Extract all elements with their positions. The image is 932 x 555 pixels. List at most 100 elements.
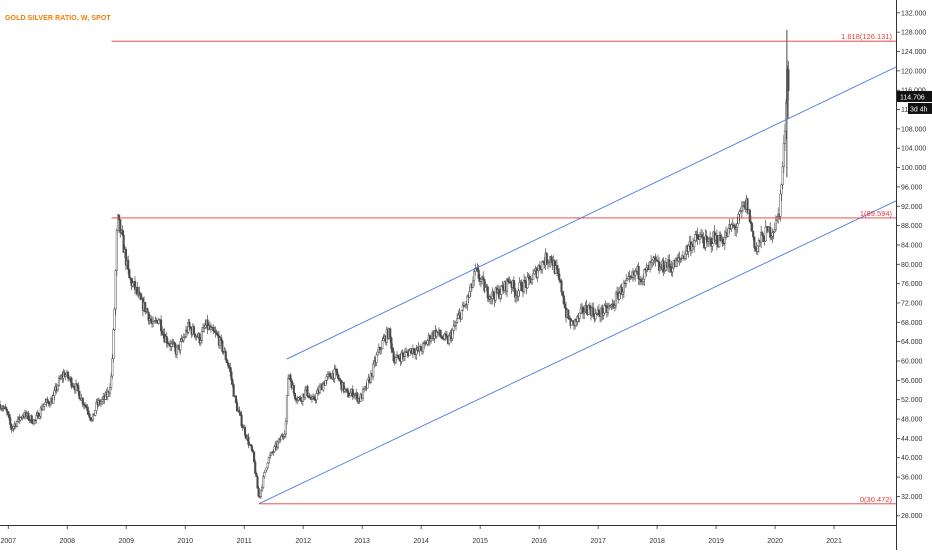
candle-body-681 — [771, 232, 774, 237]
candle-body-282 — [318, 386, 321, 393]
candle-body-295 — [333, 368, 336, 380]
candle-body-467 — [528, 275, 531, 280]
candle-body-181 — [204, 324, 207, 328]
candle-body-612 — [693, 240, 696, 247]
candle-body-361 — [408, 350, 411, 356]
candle-body-254 — [287, 377, 290, 396]
candle-body-308 — [348, 395, 351, 398]
candle-body-224 — [253, 451, 256, 463]
candle-body-219 — [247, 436, 250, 445]
candle-body-567 — [642, 278, 645, 282]
candle-body-654 — [740, 205, 743, 212]
candle-body-242 — [273, 446, 276, 452]
candle-body-147 — [165, 336, 168, 344]
candle-body-414 — [468, 291, 471, 298]
candle-body-192 — [216, 333, 219, 336]
x-tick-label-8: 2015 — [472, 538, 488, 545]
candle-body-525 — [594, 313, 597, 320]
candle-body-227 — [256, 476, 259, 489]
candle-body-97 — [108, 387, 112, 394]
candle-body-77 — [86, 407, 89, 412]
candle-body-346 — [391, 348, 394, 352]
candle-body-315 — [356, 392, 359, 402]
candle-body-476 — [538, 265, 542, 270]
candle-body-659 — [746, 198, 749, 214]
candle-body-418 — [473, 271, 476, 282]
candle-body-252 — [284, 420, 287, 435]
candle-body-234 — [264, 469, 267, 473]
candle-body-154 — [173, 342, 176, 348]
candle-body-142 — [160, 319, 163, 332]
candle-body-68 — [76, 383, 79, 386]
candle-body-407 — [460, 310, 463, 320]
candle-body-42 — [46, 399, 49, 403]
y-tick-label-11: 72.000 — [901, 300, 923, 307]
candle-body-48 — [53, 390, 56, 396]
candle-body-35 — [38, 415, 41, 419]
chart-title: GOLD SILVER RATIO, W, SPOT — [5, 15, 111, 22]
y-tick-label-23: 120.000 — [901, 68, 926, 75]
candle-body-289 — [326, 374, 329, 377]
candle-body-496 — [561, 291, 564, 296]
candle-body-52 — [57, 377, 61, 386]
candle-body-186 — [209, 327, 213, 330]
candle-body-442 — [500, 285, 503, 295]
candle-body-460 — [520, 281, 523, 292]
y-tick-label-14: 84.000 — [901, 242, 923, 249]
candle-body-236 — [266, 462, 269, 469]
candle-body-256 — [289, 374, 292, 381]
candle-body-586 — [663, 270, 666, 272]
candle-body-623 — [705, 235, 708, 240]
fib-label-0: 0(30.472) — [860, 495, 893, 504]
candle-body-38 — [42, 406, 45, 411]
candle-body-84 — [94, 410, 97, 416]
y-tick-label-24: 124.000 — [901, 49, 926, 56]
y-tick-label-15: 88.000 — [901, 223, 923, 230]
candle-body-237 — [267, 457, 270, 464]
candle-body-106 — [119, 219, 122, 233]
candle-body-552 — [625, 279, 628, 284]
candle-body-226 — [255, 473, 258, 478]
x-tick-label-0: 2007 — [0, 538, 16, 545]
y-tick-label-10: 68.000 — [901, 320, 923, 327]
candle-body-652 — [738, 211, 741, 215]
y-tick-label-20: 108.000 — [901, 126, 926, 133]
candle-body-306 — [346, 389, 349, 392]
candle-body-625 — [707, 238, 711, 242]
candle-body-495 — [560, 280, 563, 293]
candle-body-178 — [200, 331, 203, 341]
candle-body-79 — [88, 413, 91, 418]
y-tick-label-7: 56.000 — [901, 378, 923, 385]
candle-body-351 — [397, 354, 400, 359]
candle-body-196 — [221, 340, 224, 352]
candle-body-177 — [199, 340, 202, 344]
candle-body-63 — [70, 377, 73, 387]
candle-body-672 — [761, 232, 764, 236]
x-tick-label-4: 2011 — [237, 538, 252, 545]
candle-body-620 — [702, 237, 705, 244]
y-tick-label-18: 100.000 — [901, 165, 926, 172]
y-tick-label-3: 40.000 — [901, 455, 923, 462]
candle-body-25 — [27, 412, 30, 420]
y-tick-label-6: 52.000 — [901, 397, 923, 404]
candle-body-200 — [225, 359, 228, 363]
candle-body-156 — [175, 346, 179, 355]
candle-body-543 — [614, 293, 618, 306]
candle-body-225 — [254, 461, 257, 474]
candle-body-576 — [652, 257, 655, 261]
candle-body-204 — [230, 371, 233, 381]
candle-body-60 — [67, 371, 70, 379]
candle-body-471 — [533, 270, 536, 275]
candle-body-664 — [752, 231, 755, 238]
x-tick-label-2: 2009 — [118, 538, 134, 545]
candle-body-661 — [748, 209, 751, 222]
candle-body-388 — [439, 329, 442, 336]
candle-body-470 — [532, 273, 535, 280]
candle-body-109 — [122, 234, 125, 253]
candle-body-549 — [621, 291, 624, 295]
candle-body-482 — [545, 253, 548, 264]
candle-body-578 — [654, 256, 657, 261]
candle-body-441 — [499, 294, 502, 299]
